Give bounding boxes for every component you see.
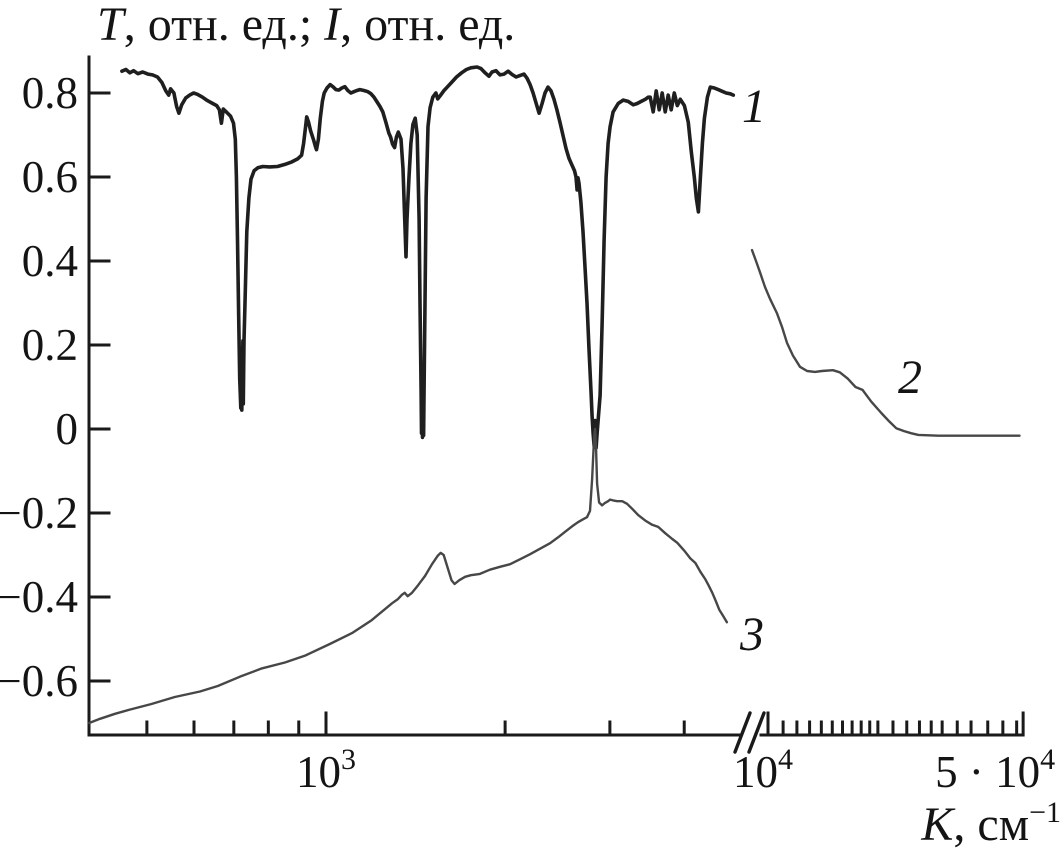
x-axis-title-part: , см (953, 798, 1029, 851)
x-tick-label-base: 10 (733, 747, 778, 797)
x-tick-label: 5 · 104 (935, 743, 1055, 797)
y-tick-label: −0.2 (0, 488, 78, 538)
x-axis-title-part: K (920, 798, 956, 851)
x-axis-title-part: −1 (1029, 796, 1061, 829)
x-axis-break-mark (733, 711, 752, 754)
x-axis-break-mark (747, 711, 766, 754)
y-tick-label: −0.4 (0, 572, 78, 622)
y-tick-label: 0 (56, 404, 79, 454)
x-tick-label: 104 (733, 743, 793, 797)
y-tick-label: 0.8 (22, 68, 78, 118)
x-tick-label: 103 (296, 743, 356, 797)
y-tick-label: 0.4 (22, 236, 78, 286)
curve-label-3: 3 (739, 608, 764, 661)
curve-3 (87, 427, 729, 725)
x-tick-label-sup: 4 (1040, 743, 1055, 776)
y-tick-label: −0.6 (0, 656, 78, 706)
y-axis-title-part: , отн. ед. (340, 0, 515, 51)
x-tick-label-sup: 3 (341, 743, 356, 776)
curve-label-1: 1 (742, 80, 766, 133)
x-tick-label-base: 5 · 10 (935, 747, 1040, 797)
x-tick-label-base: 10 (296, 747, 341, 797)
y-tick-label: 0.2 (22, 320, 78, 370)
curve-2 (750, 248, 1021, 437)
curve-label-2: 2 (898, 351, 922, 404)
x-axis-title: K, см−1 (920, 796, 1061, 851)
x-tick-label-sup: 4 (778, 743, 793, 776)
y-axis-title: T, отн. ед.; I, отн. ед. (97, 0, 515, 51)
y-axis-title-part: T (97, 0, 127, 51)
y-tick-label: 0.6 (22, 152, 78, 202)
curve-1 (120, 65, 736, 450)
y-axis-title-part: , отн. ед.; (124, 0, 324, 51)
y-axis-title-part: I (323, 0, 342, 51)
